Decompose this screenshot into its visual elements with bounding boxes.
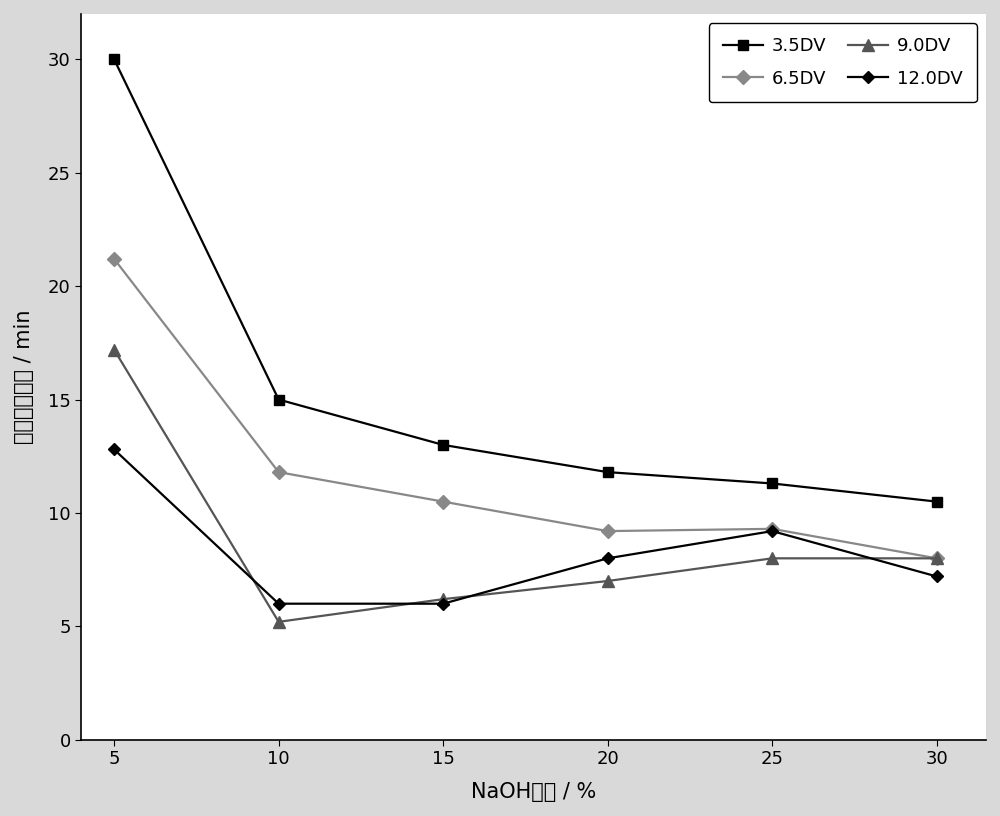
- Y-axis label: 完成退镙时间 / min: 完成退镙时间 / min: [14, 309, 34, 444]
- Legend: 3.5DV, 6.5DV, 9.0DV, 12.0DV: 3.5DV, 6.5DV, 9.0DV, 12.0DV: [709, 23, 977, 102]
- Line: 3.5DV: 3.5DV: [109, 55, 942, 507]
- 6.5DV: [108, 254, 120, 264]
- 9.0DV: [437, 594, 449, 604]
- Line: 9.0DV: 9.0DV: [109, 344, 942, 628]
- 12.0DV: [602, 553, 614, 563]
- 12.0DV: [931, 571, 943, 581]
- 12.0DV: [437, 599, 449, 609]
- 3.5DV: [931, 497, 943, 507]
- 3.5DV: [602, 468, 614, 477]
- 12.0DV: [108, 445, 120, 455]
- 9.0DV: [273, 617, 285, 627]
- 6.5DV: [931, 553, 943, 563]
- 12.0DV: [766, 526, 778, 536]
- Line: 12.0DV: 12.0DV: [110, 446, 941, 608]
- 3.5DV: [766, 478, 778, 488]
- 9.0DV: [602, 576, 614, 586]
- 3.5DV: [437, 440, 449, 450]
- 6.5DV: [766, 524, 778, 534]
- 3.5DV: [273, 395, 285, 405]
- 6.5DV: [273, 468, 285, 477]
- Line: 6.5DV: 6.5DV: [109, 254, 942, 563]
- 9.0DV: [931, 553, 943, 563]
- 12.0DV: [273, 599, 285, 609]
- 3.5DV: [108, 55, 120, 64]
- 6.5DV: [437, 497, 449, 507]
- X-axis label: NaOH浓度 / %: NaOH浓度 / %: [471, 782, 596, 802]
- 9.0DV: [108, 344, 120, 354]
- 6.5DV: [602, 526, 614, 536]
- 9.0DV: [766, 553, 778, 563]
